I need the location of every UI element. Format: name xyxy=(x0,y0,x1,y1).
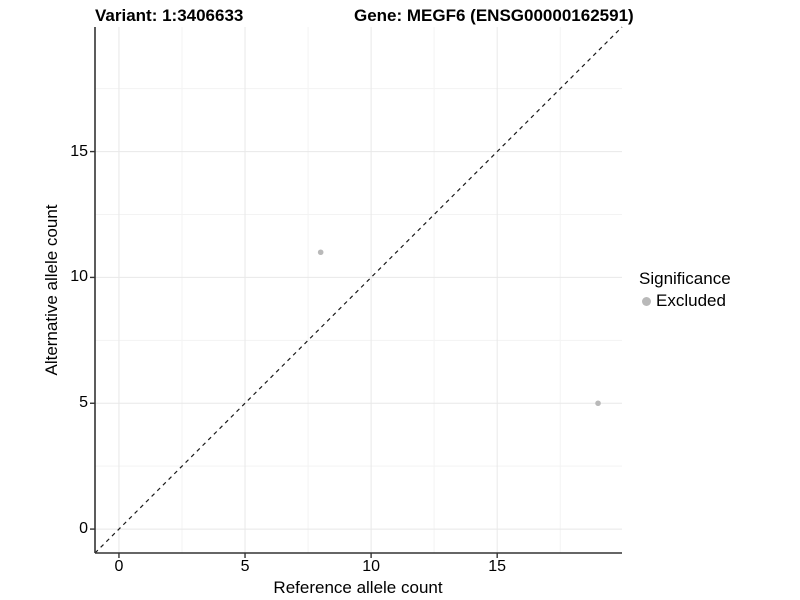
x-tick-label: 10 xyxy=(362,558,380,575)
y-tick-label: 5 xyxy=(79,394,88,412)
x-tick-label: 5 xyxy=(240,558,250,575)
legend: Significance Excluded xyxy=(639,269,731,311)
plot-title-gene: Gene: MEGF6 (ENSG00000162591) xyxy=(354,6,634,25)
data-point xyxy=(595,400,601,407)
y-tick-label: 10 xyxy=(70,268,88,286)
data-point xyxy=(317,249,324,256)
plot-title-variant: Variant: 1:3406633 xyxy=(95,6,244,25)
legend-title: Significance xyxy=(639,269,731,288)
legend-entry-excluded: Excluded xyxy=(639,291,731,311)
y-tick-label: 0 xyxy=(79,520,88,538)
x-axis-title: Reference allele count xyxy=(273,578,443,597)
x-tick-label: 0 xyxy=(114,558,124,575)
y-tick-label: 15 xyxy=(70,142,88,160)
legend-entry-label: Excluded xyxy=(656,291,726,310)
y-axis-title: Alternative allele count xyxy=(42,204,61,376)
x-tick-label: 15 xyxy=(488,558,507,575)
excluded-point-icon xyxy=(642,296,651,306)
identity-line xyxy=(94,26,623,554)
